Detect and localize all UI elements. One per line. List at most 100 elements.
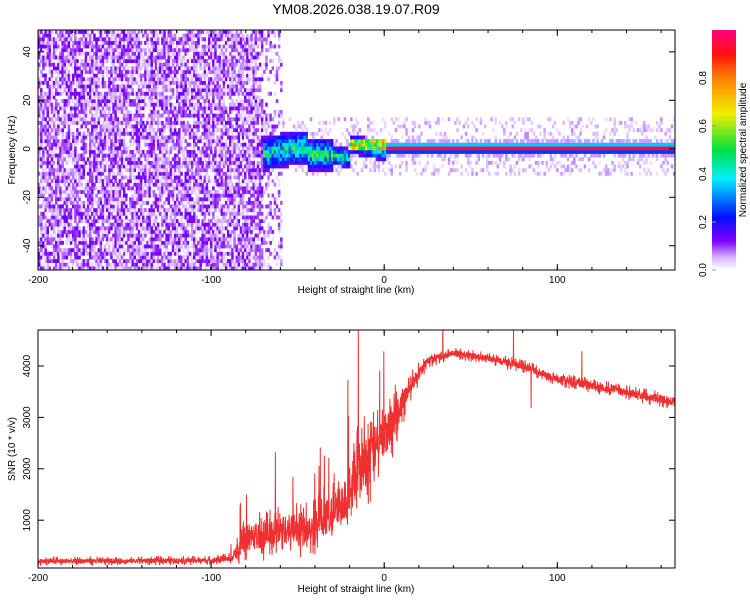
spectrogram-cell	[178, 168, 181, 173]
spectrogram-cell	[76, 222, 79, 227]
spectrogram-cell	[146, 37, 149, 42]
spectrogram-cell	[201, 84, 204, 89]
spectrogram-cell	[61, 48, 64, 53]
spectrogram-cell	[224, 160, 228, 165]
spectrogram-cell	[195, 33, 198, 38]
spectrogram-cell	[129, 153, 132, 158]
spectrogram-cell	[227, 233, 230, 238]
spectrogram-cell	[116, 128, 120, 133]
spectrogram-cell	[239, 80, 243, 85]
spectrogram-cell	[103, 40, 107, 45]
spectrogram-cell	[237, 160, 241, 165]
spectrogram-cell	[161, 146, 164, 151]
spectrogram-cell	[52, 131, 56, 136]
spectrogram-cell	[207, 80, 211, 85]
spectrogram-cell	[46, 55, 49, 60]
spectrogram-cell	[156, 44, 160, 49]
spectrogram-cell	[46, 208, 49, 213]
spectrogram-cell	[146, 248, 149, 253]
spectrogram-cell	[50, 62, 54, 67]
spectrogram-cell	[152, 193, 156, 198]
spectrogram-cell	[186, 179, 190, 183]
spectrogram-cell	[103, 244, 107, 249]
spectrogram-cell	[150, 226, 153, 231]
spectrogram-cell	[207, 153, 211, 158]
spectrogram-cell	[38, 135, 41, 140]
spectrogram-cell	[50, 51, 54, 56]
spectrogram-cell	[91, 219, 94, 223]
spectrogram-cell	[229, 179, 232, 183]
spectrogram-cell	[186, 128, 190, 133]
spectrogram-cell	[72, 248, 75, 253]
spectrogram-cell	[159, 77, 162, 82]
spectrogram-cell	[135, 244, 139, 249]
spectrogram-cell	[44, 255, 47, 260]
spectrogram-cell	[182, 124, 185, 129]
spectrogram-cell	[182, 150, 185, 154]
spectrogram-cell	[207, 62, 211, 67]
spectrogram-cell	[207, 160, 211, 165]
spectrogram-cell	[176, 113, 179, 118]
spectrogram-cell	[84, 88, 88, 93]
spectrogram-cell	[114, 135, 117, 140]
spectrogram-cell	[173, 211, 177, 216]
spectrogram-cell	[103, 48, 107, 53]
spectrogram-cell	[148, 193, 151, 198]
spectrogram-cell	[55, 222, 58, 227]
spectrogram-cell	[248, 197, 251, 202]
spectrogram-cell	[120, 110, 124, 114]
spectrogram-cell	[114, 222, 117, 227]
spectrogram-cell	[210, 124, 213, 129]
spectrogram-cell	[180, 219, 183, 223]
spectrogram-cell	[80, 99, 83, 103]
spectrogram-cell	[150, 164, 153, 169]
spectrogram-cell	[116, 88, 120, 93]
spectrogram-cell	[197, 128, 200, 133]
spectrogram-cell	[76, 131, 79, 136]
spectrogram-cell	[231, 66, 234, 71]
spectrogram-cell	[224, 226, 228, 231]
spectrogram-cell	[110, 157, 113, 162]
spectrogram-cell	[135, 259, 139, 263]
spectrogram-cell	[120, 219, 124, 223]
spectrogram-cell	[110, 99, 113, 103]
spectrogram-cell	[235, 215, 238, 220]
spectrogram-cell	[218, 171, 221, 176]
spectrogram-cell	[103, 190, 107, 194]
spectrogram-cell	[205, 117, 209, 122]
spectrogram-cell	[129, 259, 132, 263]
spectrogram-cell	[201, 120, 204, 125]
spectrogram-cell	[171, 219, 175, 223]
spectrogram-cell	[67, 208, 71, 213]
spectrogram-cell	[42, 179, 45, 183]
spectrogram-cell	[137, 168, 141, 173]
spectrogram-cell	[195, 251, 198, 256]
spectrogram-cell	[42, 55, 45, 60]
spectrogram-cell	[156, 248, 160, 253]
spectrogram-cell	[91, 142, 94, 147]
spectrogram-cell	[76, 259, 79, 263]
spectrogram-cell	[135, 102, 139, 107]
spectrogram-cell	[50, 150, 54, 154]
spectrogram-cell	[72, 171, 75, 176]
spectrogram-cell	[182, 95, 185, 100]
spectrogram-cell	[80, 171, 83, 176]
spectrogram-cell	[38, 48, 41, 53]
spectrogram-cell	[203, 251, 207, 256]
spectrogram-cell	[161, 168, 164, 173]
spectrogram-cell	[57, 59, 60, 63]
spectrogram-cell	[42, 186, 45, 191]
spectrogram-cell	[135, 226, 139, 231]
spectrogram-cell	[57, 222, 60, 227]
spectrogram-cell	[116, 226, 120, 231]
spectrogram-cell	[40, 95, 43, 100]
spectrogram-cell	[122, 135, 126, 140]
spectrogram-cell	[171, 248, 175, 253]
spectrogram-cell	[74, 95, 77, 100]
spectrogram-cell	[112, 131, 115, 136]
spectrogram-cell	[241, 66, 245, 71]
spectrogram-cell	[125, 233, 128, 238]
spectrogram-cell	[220, 182, 224, 187]
spectrogram-cell	[246, 135, 249, 140]
spectrogram-cell	[184, 171, 187, 176]
